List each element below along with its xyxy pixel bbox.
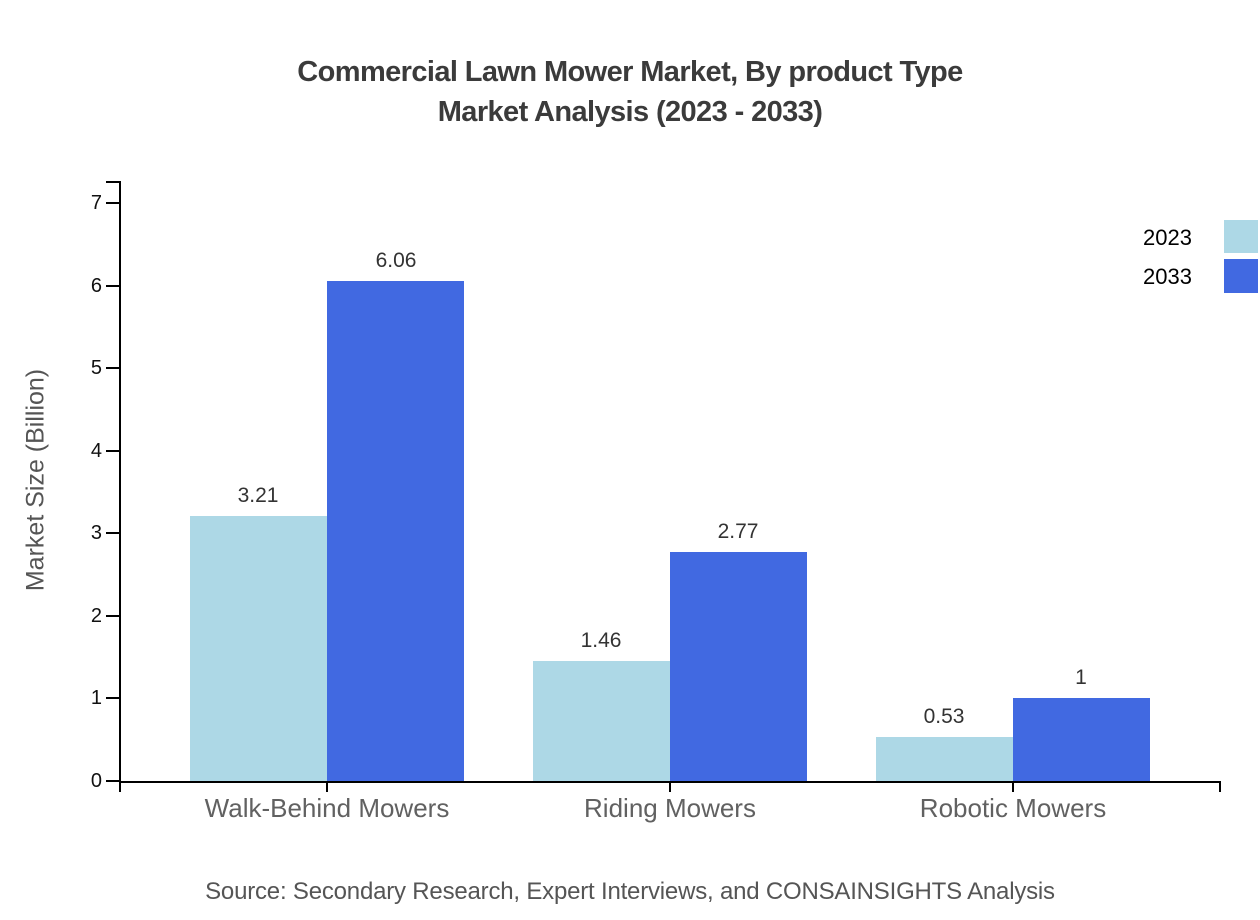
x-axis-ticks — [326, 783, 1014, 792]
legend-swatch-2023 — [1224, 220, 1258, 253]
y-tick-label-3: 3 — [90, 522, 102, 544]
y-tick-label-1: 1 — [90, 687, 102, 709]
x-axis-line — [119, 781, 1221, 792]
legend-swatch-2033 — [1224, 259, 1258, 293]
bar-riding-2023 — [533, 661, 670, 781]
bar-walk-behind-2033 — [327, 281, 464, 781]
value-label-robotic-2023: 0.53 — [923, 705, 965, 728]
chart-title: Commercial Lawn Mower Market, By product… — [0, 52, 1260, 132]
y-tick-label-5: 5 — [90, 357, 102, 379]
x-tick-label-robotic: Robotic Mowers — [919, 793, 1107, 823]
chart-title-line2: Market Analysis (2023 - 2033) — [437, 96, 823, 128]
y-tick-label-4: 4 — [90, 440, 102, 462]
value-label-riding-2033: 2.77 — [717, 520, 759, 543]
bar-robotic-2023 — [876, 737, 1013, 781]
bar-walk-behind-2023 — [190, 516, 327, 781]
legend-label-2023: 2023 — [1143, 225, 1192, 250]
value-label-walk-behind-2023: 3.21 — [237, 484, 279, 507]
x-tick-label-walk-behind: Walk-Behind Mowers — [204, 793, 450, 823]
y-tick-label-7: 7 — [90, 192, 102, 214]
value-label-riding-2023: 1.46 — [580, 629, 622, 652]
x-tick-label-riding: Riding Mowers — [584, 793, 756, 823]
y-tick-label-2: 2 — [90, 605, 102, 627]
chart-title-line1: Commercial Lawn Mower Market, By product… — [297, 56, 963, 88]
y-tick-label-0: 0 — [90, 770, 102, 792]
y-axis-title: Market Size (Billion) — [21, 368, 50, 592]
value-label-robotic-2033: 1 — [1075, 666, 1087, 689]
y-axis-line — [106, 181, 121, 782]
legend-label-2033: 2033 — [1143, 264, 1192, 289]
bar-robotic-2033 — [1013, 698, 1150, 781]
bar-riding-2033 — [670, 552, 807, 781]
y-tick-label-6: 6 — [90, 275, 102, 297]
source-note: Source: Secondary Research, Expert Inter… — [205, 878, 1055, 905]
value-label-walk-behind-2033: 6.06 — [375, 249, 417, 272]
y-axis-ticks — [106, 202, 120, 782]
